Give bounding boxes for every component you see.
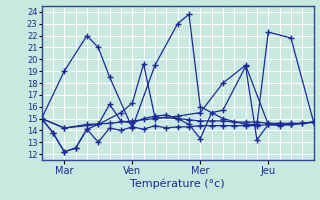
X-axis label: Température (°c): Température (°c) (130, 178, 225, 189)
